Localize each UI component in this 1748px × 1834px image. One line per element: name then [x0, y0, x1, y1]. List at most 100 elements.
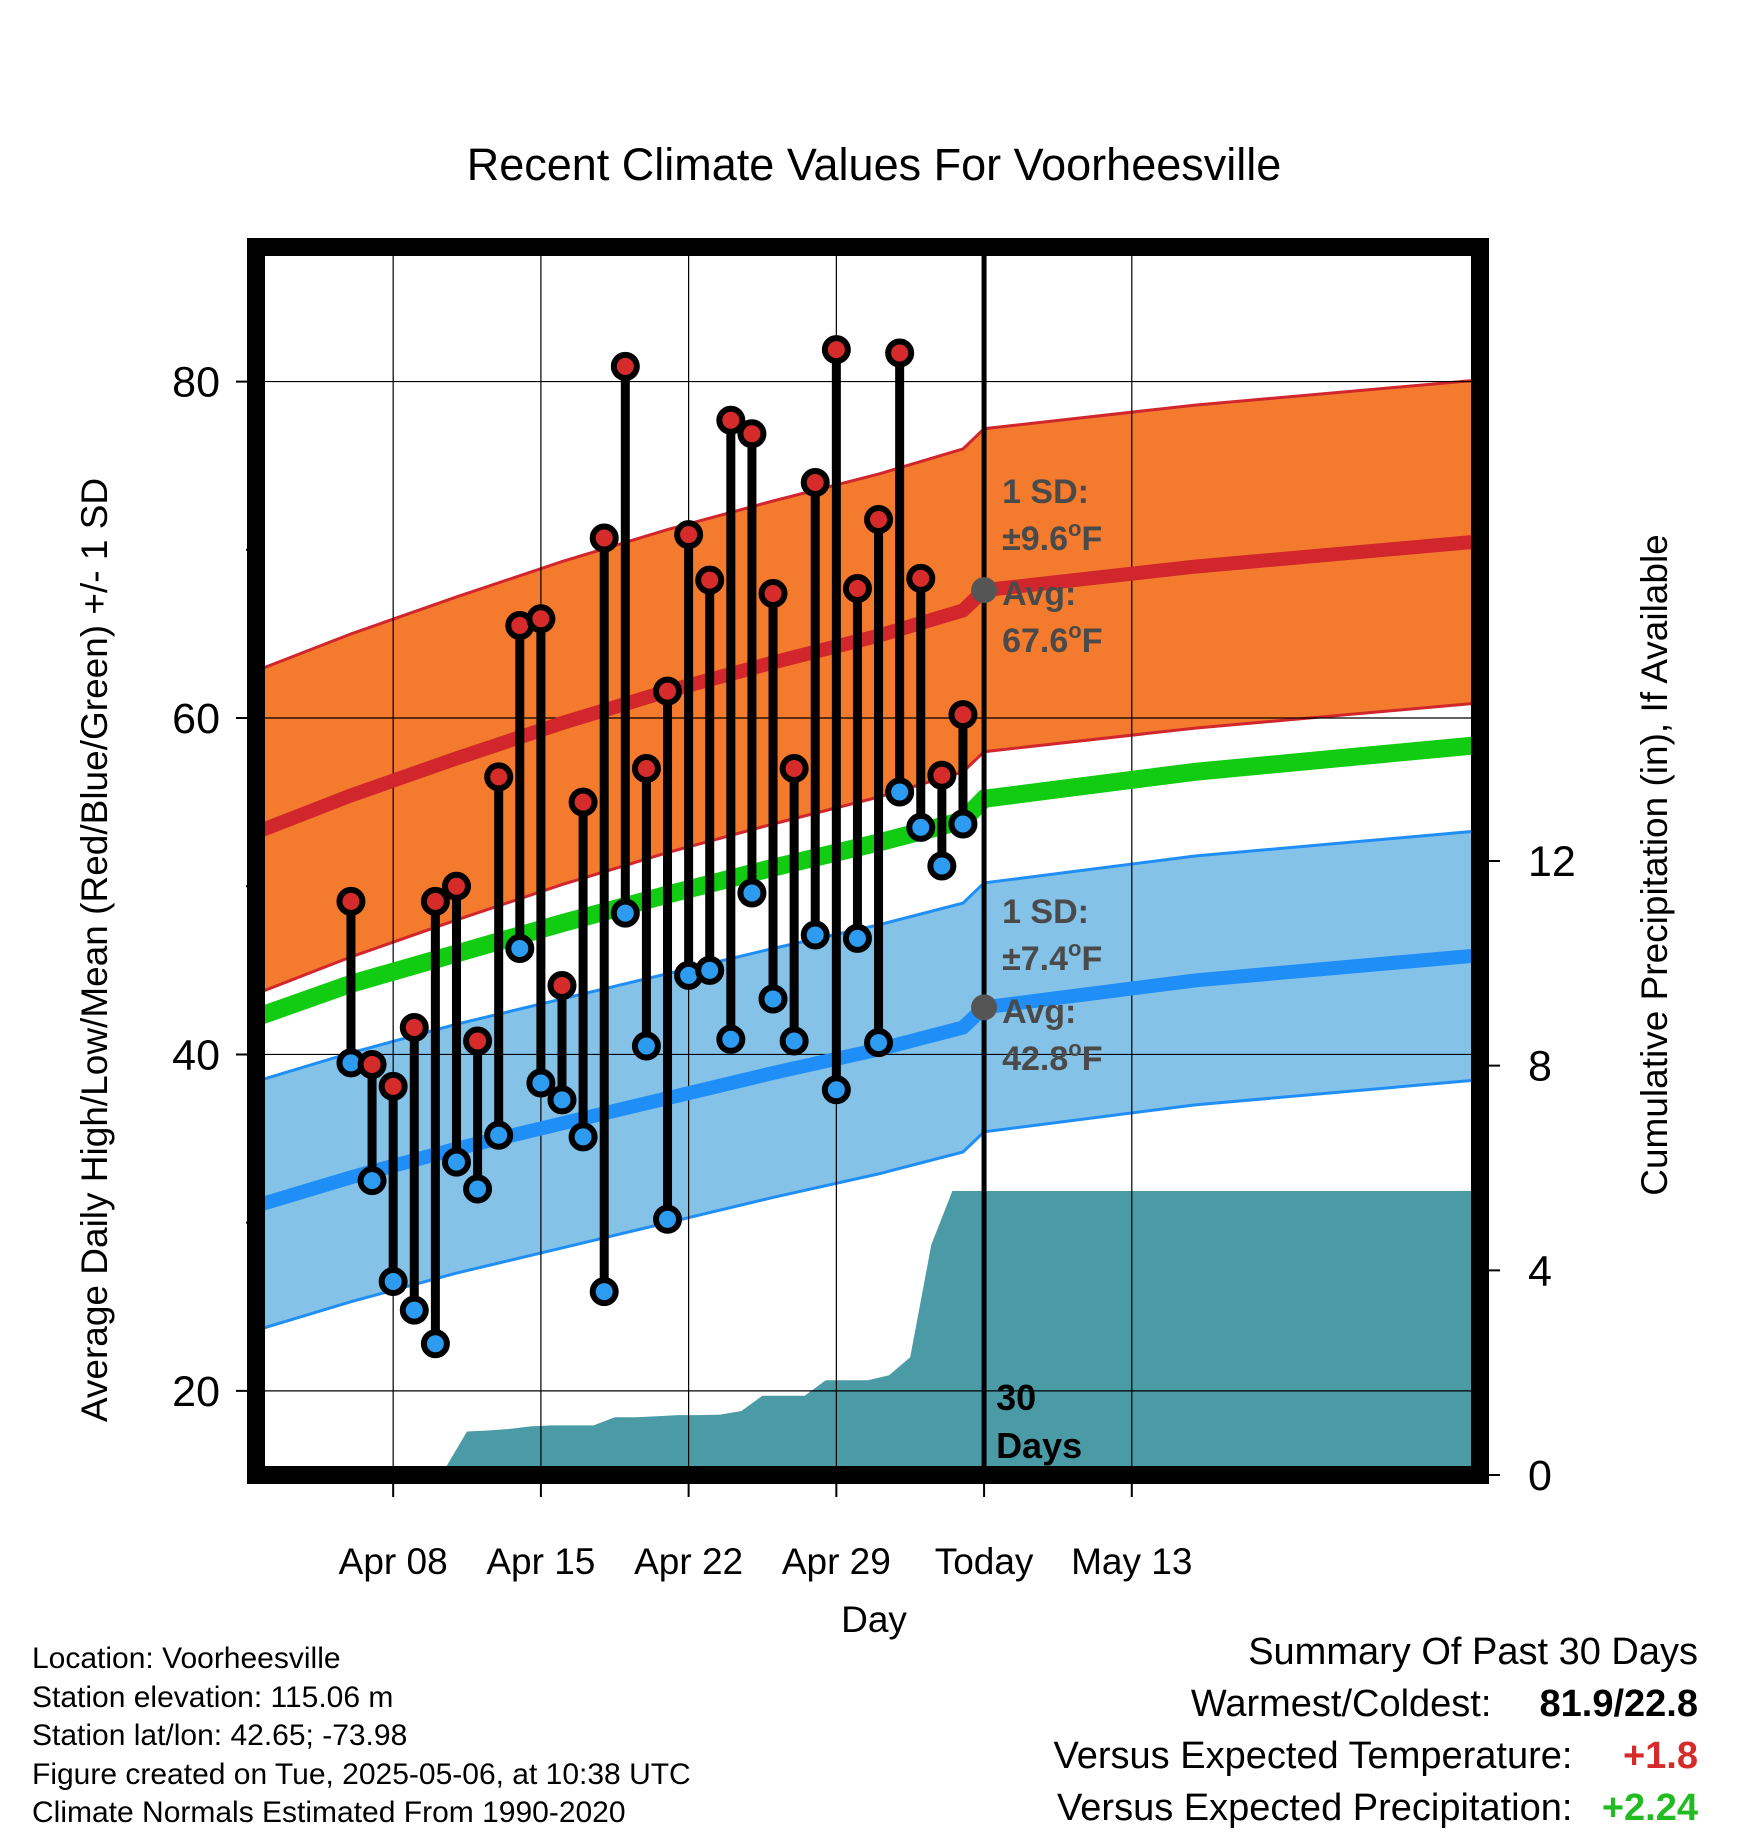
daily-high-point [463, 1026, 493, 1056]
daily-high-point [821, 335, 851, 365]
daily-high-point [547, 970, 577, 1000]
high-avg-annotation-line: 67.6oF [1002, 618, 1102, 660]
daily-high-point [336, 886, 366, 916]
x-tick-label: Apr 22 [634, 1541, 743, 1582]
daily-high-point [526, 604, 556, 634]
days-label-word: Days [996, 1425, 1082, 1466]
daily-high-point [589, 523, 619, 553]
annotation-value: 42.8 [1002, 1040, 1068, 1078]
daily-high-point [484, 762, 514, 792]
x-tick-label: Today [935, 1541, 1034, 1582]
unit-symbol: F [1082, 622, 1103, 660]
daily-high-point [864, 505, 894, 535]
daily-low-point [885, 777, 915, 807]
daily-low-point [948, 809, 978, 839]
daily-low-point [484, 1120, 514, 1150]
low-sd-annotation-line: 1 SD: [1002, 893, 1089, 931]
low-avg-annotation-line: Avg: [1002, 993, 1076, 1031]
daily-range-bars [336, 335, 978, 1359]
daily-low-point [821, 1075, 851, 1105]
summary-precip-label: Versus Expected Precipitation: [1057, 1787, 1573, 1829]
x-tick-label: May 13 [1071, 1541, 1192, 1582]
days-label: 30 Days [996, 1377, 1082, 1466]
daily-high-point [779, 753, 809, 783]
daily-low-point [505, 933, 535, 963]
station-info: Location: Voorheesville Station elevatio… [32, 1640, 691, 1833]
daily-low-point [547, 1085, 577, 1115]
daily-low-point [737, 878, 767, 908]
summary-precip-value: +2.24 [1601, 1787, 1698, 1829]
daily-high-point [948, 700, 978, 730]
summary-temp-label: Versus Expected Temperature: [1053, 1735, 1573, 1777]
daily-low-point [695, 955, 725, 985]
x-tick-label: Apr 29 [782, 1541, 891, 1582]
daily-low-point [716, 1024, 746, 1054]
low-band-lower-edge [256, 1078, 1480, 1332]
y-tick-label: 80 [172, 359, 220, 407]
daily-low-point [653, 1204, 683, 1234]
daily-high-point [737, 419, 767, 449]
low-sd-annotation: 1 SD: ±7.4oF [1002, 893, 1102, 978]
daily-low-point [441, 1147, 471, 1177]
daily-low-point [864, 1028, 894, 1058]
today-high-avg-marker [971, 577, 998, 604]
summary-warmest-value: 81.9/22.8 [1539, 1683, 1698, 1725]
degree-symbol: o [1068, 516, 1081, 541]
degree-symbol: o [1068, 618, 1081, 643]
x-axis-label: Day [841, 1599, 907, 1640]
summary-precip-row: Versus Expected Precipitation: +2.24 [1054, 1782, 1698, 1834]
daily-low-point [927, 851, 957, 881]
daily-high-point [631, 753, 661, 783]
daily-high-point [610, 351, 640, 381]
daily-low-point [800, 920, 830, 950]
unit-symbol: F [1082, 1040, 1103, 1078]
y-tick-label: 40 [172, 1031, 220, 1079]
daily-low-point [420, 1329, 450, 1359]
summary-panel: Summary Of Past 30 Days Warmest/Coldest:… [1054, 1626, 1698, 1834]
daily-low-point [357, 1166, 387, 1196]
summary-warmest-row: Warmest/Coldest: 81.9/22.8 [1054, 1678, 1698, 1730]
unit-symbol: F [1081, 520, 1102, 558]
summary-temp-value: +1.8 [1622, 1735, 1698, 1777]
annotation-value: ±7.4 [1002, 940, 1068, 978]
daily-high-point [800, 468, 830, 498]
low-normal-line [256, 948, 1480, 1213]
daily-high-point [695, 565, 725, 595]
normals-text: Climate Normals Estimated From 1990-2020 [32, 1796, 626, 1829]
y-right-tick-label: 4 [1528, 1247, 1552, 1295]
low-sd-band [256, 830, 1480, 1331]
daily-high-point [906, 563, 936, 593]
y-axis-right: 0 4 8 12 [1480, 838, 1576, 1500]
daily-high-point [441, 871, 471, 901]
daily-high-point [568, 787, 598, 817]
daily-low-point [589, 1277, 619, 1307]
y-axis-label: Average Daily High/Low/Mean (Red/Blue/Gr… [74, 478, 115, 1422]
annotation-value: 67.6 [1002, 622, 1068, 660]
low-avg-annotation: Avg: 42.8oF [1002, 993, 1102, 1078]
y-tick-label: 20 [172, 1368, 220, 1416]
x-tick-label: Apr 08 [339, 1541, 448, 1582]
degree-symbol: o [1068, 936, 1081, 961]
days-label-number: 30 [996, 1377, 1036, 1418]
annotation-value: ±9.6 [1002, 520, 1068, 558]
daily-high-point [399, 1013, 429, 1043]
x-tick-label: Apr 15 [486, 1541, 595, 1582]
high-avg-annotation-line: Avg: [1002, 575, 1076, 613]
high-sd-band [256, 379, 1480, 994]
high-band-upper-edge [256, 378, 1480, 673]
daily-high-point [674, 520, 704, 550]
daily-high-point [420, 886, 450, 916]
created-text: Figure created on Tue, 2025-05-06, at 10… [32, 1757, 691, 1791]
high-sd-annotation: 1 SD: ±9.6oF [1002, 473, 1102, 558]
daily-high-point [927, 760, 957, 790]
daily-low-point [526, 1068, 556, 1098]
daily-low-point [378, 1267, 408, 1297]
x-axis: Apr 08 Apr 15 Apr 22 Apr 29 Today May 13 [339, 1475, 1192, 1582]
daily-low-point [779, 1026, 809, 1056]
summary-title: Summary Of Past 30 Days [1248, 1631, 1698, 1673]
high-sd-annotation-line: ±9.6oF [1002, 516, 1102, 558]
daily-low-point [399, 1295, 429, 1325]
